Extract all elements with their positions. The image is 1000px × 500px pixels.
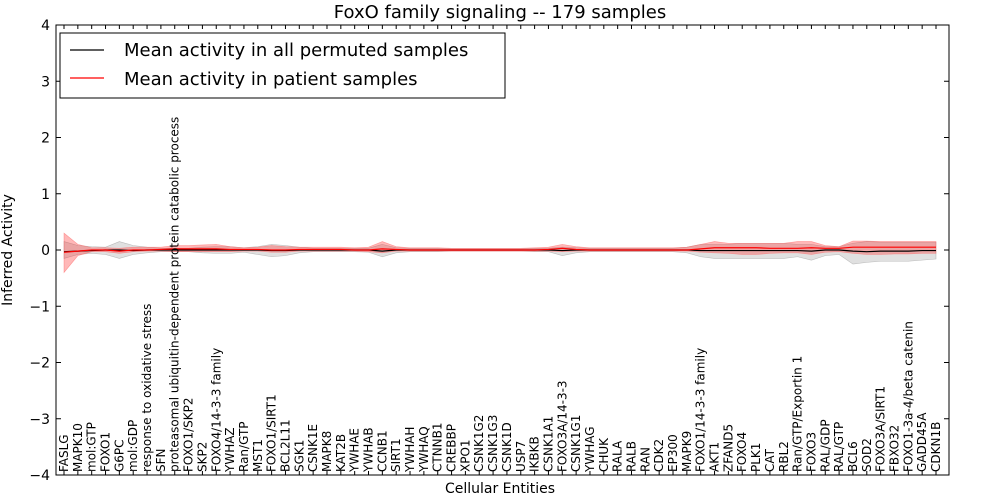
y-tick-label: −1: [29, 299, 50, 315]
x-tick-label: GADD45A: [915, 412, 929, 472]
x-tick-label: FOXO1-3a-4/beta catenin: [901, 321, 915, 472]
x-tick-label: G6PC: [112, 439, 126, 472]
x-tick-label: CSNK1E: [306, 424, 320, 472]
x-tick-label: SIRT1: [389, 438, 403, 472]
legend-box: [59, 32, 506, 99]
y-axis-label: Inferred Activity: [0, 194, 16, 306]
x-tick-label: RALB: [624, 441, 638, 472]
x-tick-label: SGK1: [292, 440, 306, 472]
x-tick-label: CAT: [763, 448, 777, 472]
x-tick-label: RAL/GTP: [832, 422, 846, 472]
x-tick-label: CSNK1D: [500, 422, 514, 472]
x-tick-label: FOXO1/14-3-3 family: [694, 348, 708, 472]
x-tick-label: mol:GDP: [126, 420, 140, 472]
x-tick-label: CTNNB1: [431, 422, 445, 472]
legend-label-permuted: Mean activity in all permuted samples: [124, 40, 468, 61]
x-tick-label: MAPK8: [320, 431, 334, 472]
x-tick-label: CSNK1A1: [541, 416, 555, 472]
chart-title: FoxO family signaling -- 179 samples: [334, 2, 666, 23]
y-axis-ticks: −4 −3 −2 −1 0 1 2 3 4: [29, 18, 949, 484]
x-tick-label: RAN: [638, 447, 652, 472]
x-tick-label: BCL6: [846, 441, 860, 472]
x-axis-label: Cellular Entities: [445, 481, 555, 497]
y-tick-label: 2: [41, 131, 50, 147]
x-tick-label: FOXO3A/SIRT1: [874, 386, 888, 472]
x-tick-label: USP7: [514, 441, 528, 472]
x-tick-label: mol:GTP: [85, 422, 99, 472]
x-tick-label: YWHAH: [403, 427, 417, 473]
x-tick-label: FBXO32: [887, 425, 901, 472]
band-patient: [63, 232, 937, 274]
x-tick-label: CREBBP: [445, 424, 459, 472]
legend: Mean activity in all permuted samples Me…: [59, 32, 506, 99]
y-tick-label: −2: [29, 356, 50, 372]
x-tick-label: RAL/GDP: [818, 419, 832, 472]
x-tick-label: MAPK9: [680, 431, 694, 472]
x-tick-label: CSNK1G1: [569, 415, 583, 472]
x-tick-label: FASLG: [57, 434, 71, 472]
x-tick-label: SKP2: [195, 442, 209, 472]
x-tick-label: ZFAND5: [721, 424, 735, 472]
x-tick-label: FOXO4/14-3-3 family: [209, 348, 223, 472]
x-tick-label: YWHAQ: [417, 426, 431, 473]
x-tick-label: Ran/GTP/Exportin 1: [791, 356, 805, 472]
x-tick-label: YWHAE: [348, 428, 362, 473]
x-tick-label: FOXO3: [804, 432, 818, 472]
x-tick-label: FOXO3A/14-3-3: [555, 380, 569, 472]
y-tick-label: −4: [29, 468, 50, 484]
x-tick-label: CDKN1B: [929, 422, 943, 472]
x-tick-label: FOXO1/SKP2: [182, 397, 196, 472]
x-tick-label: KAT2B: [334, 434, 348, 472]
x-tick-label: MST1: [251, 439, 265, 472]
x-tick-label: IKBKB: [528, 436, 542, 472]
x-tick-label: Ran/GTP: [237, 421, 251, 472]
y-tick-label: −3: [29, 412, 50, 428]
y-tick-label: 3: [41, 74, 50, 90]
x-tick-label: RBL2: [777, 441, 791, 472]
x-tick-label: CSNK1G2: [472, 415, 486, 472]
x-tick-label: FOXO4: [735, 432, 749, 472]
x-tick-label: CCNB1: [375, 430, 389, 472]
line-patient: [63, 246, 936, 253]
x-tick-label: RALA: [611, 440, 625, 472]
x-tick-label: response to oxidative stress: [140, 304, 154, 472]
y-tick-label: 4: [41, 18, 50, 34]
x-tick-label: YWHAG: [583, 426, 597, 473]
x-tick-label: CSNK1G3: [486, 415, 500, 472]
x-tick-label: MAPK10: [71, 423, 85, 472]
x-tick-label: SFN: [154, 449, 168, 473]
x-tick-label: BCL2L11: [278, 419, 292, 472]
x-tick-label: proteasomal ubiquitin-dependent protein …: [168, 117, 182, 472]
x-tick-label: FOXO1: [99, 432, 113, 472]
y-tick-label: 0: [41, 243, 50, 259]
x-axis-ticks: [63, 25, 937, 475]
x-tick-label: AKT1: [708, 442, 722, 472]
x-tick-label: YWHAZ: [223, 427, 237, 473]
x-tick-label: SOD2: [860, 438, 874, 472]
x-tick-label: CDK2: [652, 439, 666, 472]
series-lines: [63, 246, 936, 253]
x-tick-label: FOXO1/SIRT1: [265, 394, 279, 472]
x-tick-label: PLK1: [749, 443, 763, 472]
y-tick-label: 1: [41, 187, 50, 203]
x-axis-tick-labels: FASLG MAPK10 mol:GTP FOXO1 G6PC mol:GDP respon…: [57, 117, 943, 473]
x-tick-label: XPO1: [458, 439, 472, 472]
legend-label-patient: Mean activity in patient samples: [124, 69, 418, 90]
x-tick-label: CHUK: [597, 437, 611, 472]
x-tick-label: YWHAB: [362, 427, 376, 473]
x-tick-label: EP300: [666, 434, 680, 472]
